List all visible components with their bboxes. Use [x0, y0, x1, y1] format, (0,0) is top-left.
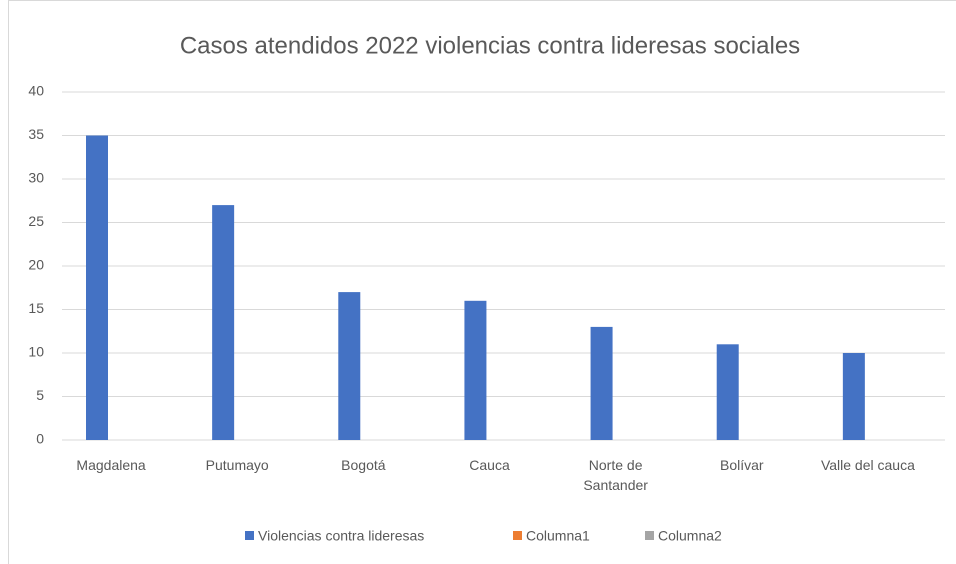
bar [716, 344, 739, 440]
y-tick-label: 25 [28, 213, 44, 229]
x-tick-label: Putumayo [205, 457, 269, 473]
y-tick-label: 10 [28, 344, 44, 360]
x-tick-label: Valle del cauca [820, 457, 915, 473]
y-tick-label: 30 [28, 170, 44, 186]
chart-title: Casos atendidos 2022 violencias contra l… [180, 32, 800, 59]
legend-swatch [245, 531, 254, 540]
y-tick-label: 40 [28, 83, 44, 99]
bar [590, 326, 613, 440]
bar [842, 353, 865, 440]
legend-swatch [513, 531, 522, 540]
y-tick-label: 35 [28, 126, 44, 142]
x-tick-label: Cauca [469, 457, 510, 473]
y-tick-label: 5 [36, 387, 44, 403]
bar [86, 135, 108, 440]
legend-swatch [645, 531, 654, 540]
bar [338, 292, 361, 440]
x-tick-label: Norte de Santander [583, 457, 648, 493]
x-tick-label: Magdalena [76, 457, 146, 473]
legend-label: Violencias contra lideresas [258, 528, 424, 544]
y-tick-label: 20 [28, 257, 44, 273]
x-tick-label: Bolívar [719, 457, 764, 473]
y-tick-label: 15 [28, 300, 44, 316]
bar [212, 205, 235, 440]
chart-border [8, 0, 956, 564]
x-tick-label: Bogotá [341, 457, 386, 473]
legend-label: Columna1 [526, 528, 590, 544]
bar [464, 300, 487, 440]
legend-label: Columna2 [658, 528, 722, 544]
y-tick-label: 0 [36, 431, 44, 447]
